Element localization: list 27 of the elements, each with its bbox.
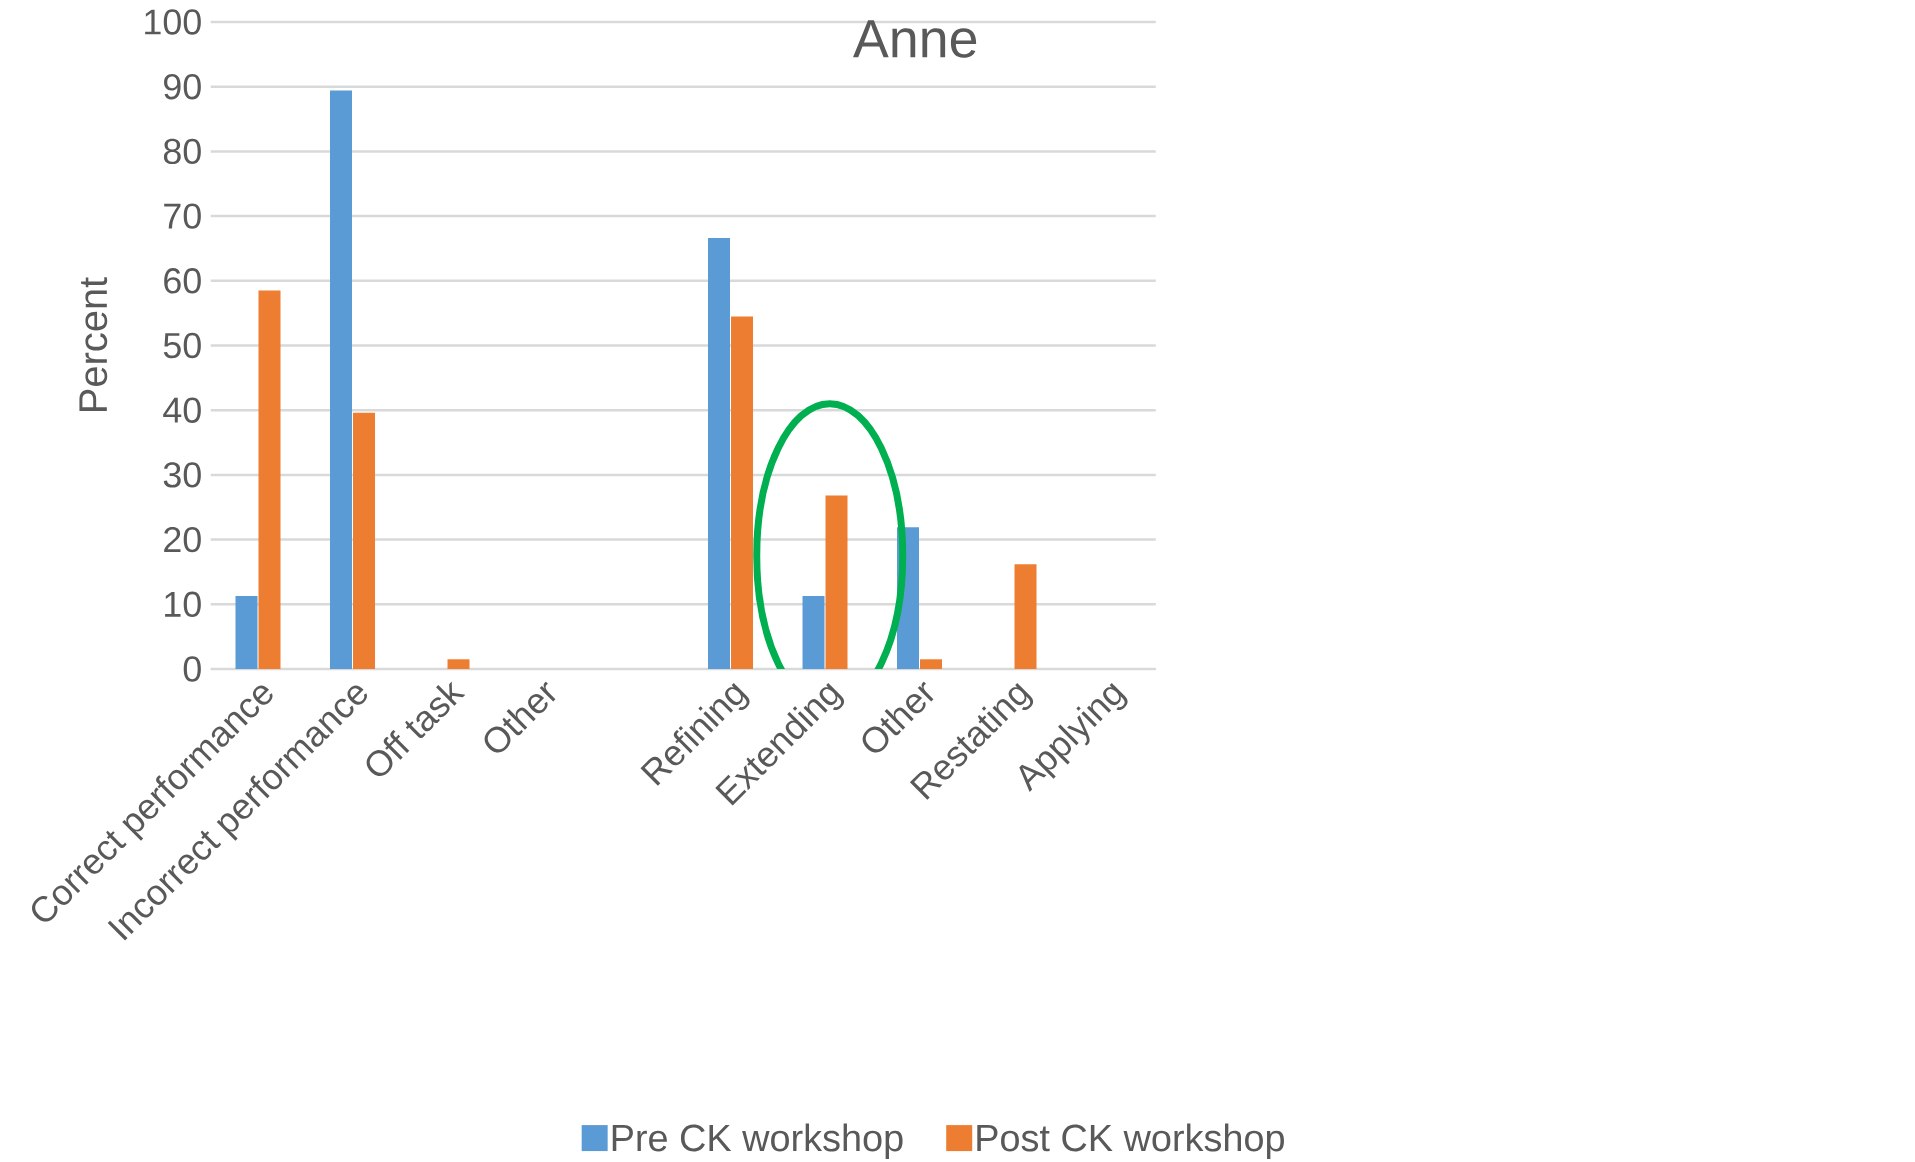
chart-title: Anne xyxy=(853,20,977,58)
bar xyxy=(920,659,943,669)
y-tick-label: 0 xyxy=(183,656,201,682)
y-axis-title: Percent xyxy=(79,277,108,411)
bar xyxy=(235,595,258,669)
bar xyxy=(447,659,470,669)
y-tick-label: 100 xyxy=(145,9,201,35)
y-tick-label: 60 xyxy=(164,268,201,294)
bar xyxy=(708,238,731,669)
legend-label: Pre CK workshop xyxy=(612,1123,903,1159)
x-tick-label: Off task xyxy=(366,681,466,776)
y-tick-label: 50 xyxy=(163,332,201,359)
y-tick-label: 30 xyxy=(163,462,201,488)
bar xyxy=(731,316,754,669)
bar xyxy=(825,495,848,669)
y-tick-label: 80 xyxy=(163,138,201,165)
y-tick-label: 70 xyxy=(164,203,201,229)
bar xyxy=(258,290,281,669)
bar xyxy=(802,595,825,669)
legend-label: Post CK workshop xyxy=(977,1123,1284,1159)
y-tick-label: 20 xyxy=(164,526,201,553)
y-tick-label: 90 xyxy=(164,74,201,100)
y-tick-label: 10 xyxy=(165,591,201,617)
bar xyxy=(1014,564,1037,669)
y-tick-label: 40 xyxy=(163,397,201,423)
bar xyxy=(353,412,375,669)
bar xyxy=(330,90,352,669)
